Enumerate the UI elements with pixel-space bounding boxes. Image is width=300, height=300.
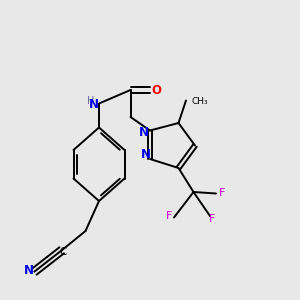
Text: N: N (138, 126, 148, 140)
Text: F: F (165, 211, 172, 221)
Text: N: N (24, 264, 34, 278)
Text: C: C (59, 247, 67, 257)
Text: CH₃: CH₃ (192, 97, 208, 106)
Text: F: F (219, 188, 225, 198)
Text: O: O (152, 83, 162, 97)
Text: N: N (140, 148, 151, 161)
Text: F: F (209, 214, 216, 224)
Text: N: N (89, 98, 99, 111)
Text: H: H (87, 95, 94, 106)
